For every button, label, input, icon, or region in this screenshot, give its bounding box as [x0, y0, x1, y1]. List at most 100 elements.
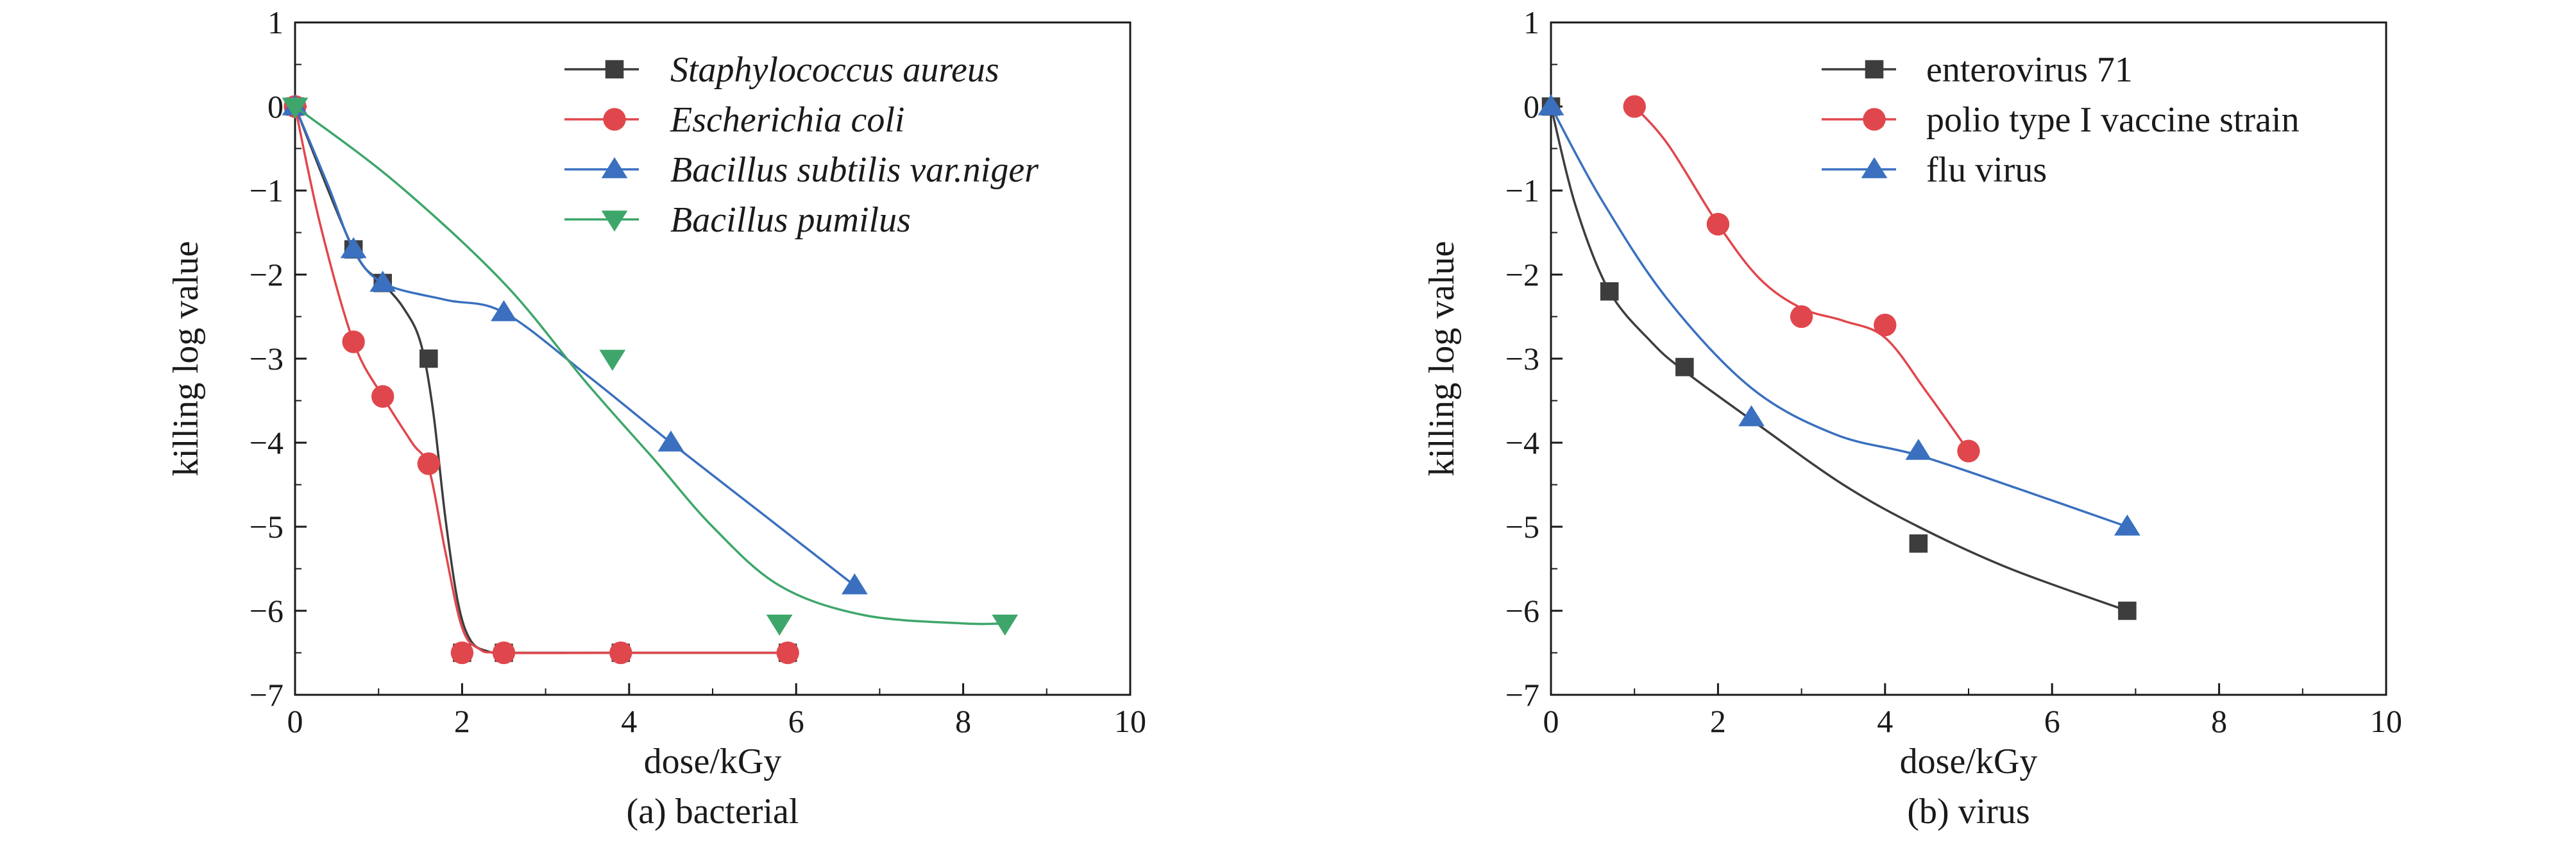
data-point: [419, 349, 438, 368]
data-point: [492, 641, 516, 665]
legend-item: Escherichia coli: [564, 100, 904, 140]
series-line: [1550, 106, 2128, 612]
legend: enterovirus 71 polio type I vaccine strai…: [1822, 50, 2300, 190]
y-tick-label: −2: [1505, 257, 1539, 293]
series-bacillus-pumilus: [282, 98, 1019, 636]
legend-item: Staphylococcus aureus: [564, 50, 999, 90]
y-tick-label: 1: [1523, 4, 1539, 40]
data-point: [2118, 601, 2137, 620]
data-point: [1874, 313, 1897, 337]
y-tick-label: 0: [1523, 89, 1539, 124]
y-axis-label: killing log value: [166, 241, 206, 476]
y-tick-label: −1: [1505, 173, 1539, 209]
y-tick-label: −6: [250, 593, 284, 629]
legend-label: Bacillus pumilus: [670, 200, 911, 240]
legend-item: Bacillus pumilus: [564, 200, 911, 240]
series-polio-type-i-vaccine-strain: [1623, 95, 1980, 463]
series-enterovirus-71: [1541, 97, 2137, 620]
y-tick-label: 1: [267, 4, 284, 40]
legend-label: Staphylococcus aureus: [670, 50, 999, 90]
x-tick-label: 6: [788, 703, 804, 739]
series-line: [1550, 106, 2128, 528]
legend-marker: [601, 157, 628, 178]
x-tick-label: 4: [621, 703, 637, 739]
y-tick-label: −7: [1505, 677, 1539, 713]
y-tick-label: −7: [250, 677, 284, 713]
legend-item: Bacillus subtilis var.niger: [564, 150, 1038, 190]
x-axis-ticks: 0 2 4 6 8 10: [1543, 683, 2402, 739]
legend-item: enterovirus 71: [1822, 50, 2133, 90]
y-tick-label: −6: [1505, 593, 1539, 629]
x-tick-label: 8: [955, 703, 971, 739]
x-tick-label: 0: [1543, 703, 1559, 739]
y-axis-ticks: 1 0 −1 −2 −3 −4 −5 −6 −7: [1505, 4, 1563, 713]
x-tick-label: 4: [1877, 703, 1893, 739]
x-tick-label: 0: [287, 703, 303, 739]
x-tick-label: 10: [1114, 703, 1146, 739]
data-point: [599, 350, 626, 371]
y-tick-label: 0: [267, 89, 284, 124]
series-line: [1633, 105, 1970, 452]
data-point: [1706, 212, 1730, 236]
y-tick-label: −4: [250, 425, 284, 461]
y-tick-label: −5: [1505, 509, 1539, 545]
data-point: [776, 641, 799, 665]
y-tick-label: −1: [250, 173, 284, 209]
legend-marker: [1865, 60, 1884, 79]
data-point: [340, 237, 367, 259]
legend-label: enterovirus 71: [1926, 50, 2133, 90]
legend-marker: [603, 108, 626, 131]
chart-caption: (a) bacterial: [627, 792, 799, 831]
data-point: [657, 430, 684, 452]
data-point: [2114, 514, 2140, 536]
data-point: [1600, 282, 1619, 301]
data-point: [1538, 94, 1564, 115]
data-point: [1790, 305, 1813, 328]
x-tick-label: 2: [1710, 703, 1726, 739]
legend-label: Escherichia coli: [670, 100, 904, 140]
legend-item: flu virus: [1822, 150, 2047, 190]
series-line: [294, 106, 788, 654]
data-point: [992, 614, 1019, 636]
y-tick-label: −3: [250, 341, 284, 377]
x-axis-label: dose/kGy: [1900, 742, 2038, 781]
data-point: [1675, 357, 1694, 377]
series-flu-virus: [1538, 94, 2140, 536]
chart-caption: (b) virus: [1907, 792, 2029, 831]
legend-label: Bacillus subtilis var.niger: [670, 150, 1038, 190]
x-tick-label: 10: [2370, 703, 2402, 739]
y-axis-label: killing log value: [1422, 241, 1462, 476]
y-tick-label: −4: [1505, 425, 1539, 461]
legend-label: polio type I vaccine strain: [1926, 100, 2300, 140]
x-axis-label: dose/kGy: [644, 742, 782, 781]
x-tick-label: 6: [2044, 703, 2060, 739]
data-point: [766, 614, 793, 636]
data-point: [841, 573, 868, 595]
y-tick-label: −2: [250, 257, 284, 293]
data-point: [450, 641, 474, 665]
y-axis-ticks: 1 0 −1 −2 −3 −4 −5 −6 −7: [250, 4, 307, 713]
data-point: [491, 300, 517, 321]
legend-marker: [1863, 108, 1886, 131]
data-point: [417, 452, 440, 475]
data-point: [282, 98, 309, 119]
data-point: [1905, 439, 1932, 460]
data-point: [609, 641, 632, 665]
legend-marker: [1861, 157, 1888, 178]
data-point: [1909, 534, 1928, 553]
data-point: [342, 330, 365, 354]
x-tick-label: 8: [2211, 703, 2227, 739]
legend-item: polio type I vaccine strain: [1822, 100, 2300, 140]
legend-marker: [601, 210, 628, 232]
legend-label: flu virus: [1926, 150, 2047, 190]
y-tick-label: −3: [1505, 341, 1539, 377]
x-axis-ticks: 0 2 4 6 8 10: [287, 683, 1146, 739]
legend-marker: [605, 60, 624, 79]
y-tick-label: −5: [250, 509, 284, 545]
data-point: [1957, 439, 1980, 463]
x-tick-label: 2: [454, 703, 470, 739]
